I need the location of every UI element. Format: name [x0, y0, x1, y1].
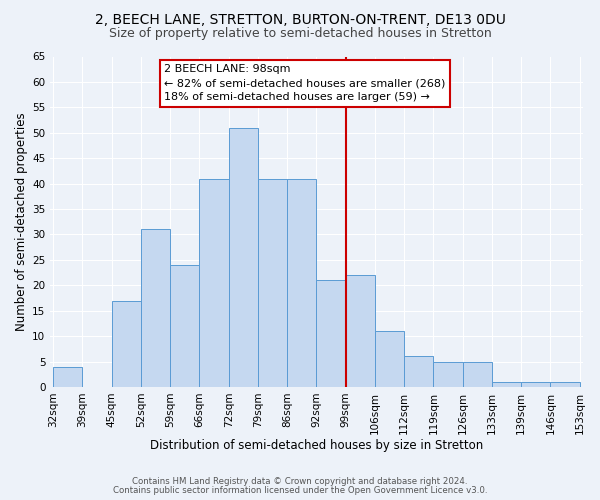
Bar	[404, 356, 433, 387]
X-axis label: Distribution of semi-detached houses by size in Stretton: Distribution of semi-detached houses by …	[150, 440, 483, 452]
Bar	[346, 275, 375, 387]
Y-axis label: Number of semi-detached properties: Number of semi-detached properties	[15, 112, 28, 331]
Bar	[287, 178, 316, 387]
Bar	[492, 382, 521, 387]
Bar	[258, 178, 287, 387]
Text: Contains HM Land Registry data © Crown copyright and database right 2024.: Contains HM Land Registry data © Crown c…	[132, 477, 468, 486]
Bar	[316, 280, 346, 387]
Bar	[375, 331, 404, 387]
Text: 2, BEECH LANE, STRETTON, BURTON-ON-TRENT, DE13 0DU: 2, BEECH LANE, STRETTON, BURTON-ON-TRENT…	[95, 12, 505, 26]
Bar	[463, 362, 492, 387]
Bar	[199, 178, 229, 387]
Text: 2 BEECH LANE: 98sqm
← 82% of semi-detached houses are smaller (268)
18% of semi-: 2 BEECH LANE: 98sqm ← 82% of semi-detach…	[164, 64, 446, 102]
Bar	[521, 382, 550, 387]
Bar	[550, 382, 580, 387]
Bar	[112, 300, 141, 387]
Bar	[229, 128, 258, 387]
Text: Size of property relative to semi-detached houses in Stretton: Size of property relative to semi-detach…	[109, 28, 491, 40]
Bar	[170, 265, 199, 387]
Bar	[433, 362, 463, 387]
Bar	[53, 366, 82, 387]
Text: Contains public sector information licensed under the Open Government Licence v3: Contains public sector information licen…	[113, 486, 487, 495]
Bar	[141, 230, 170, 387]
